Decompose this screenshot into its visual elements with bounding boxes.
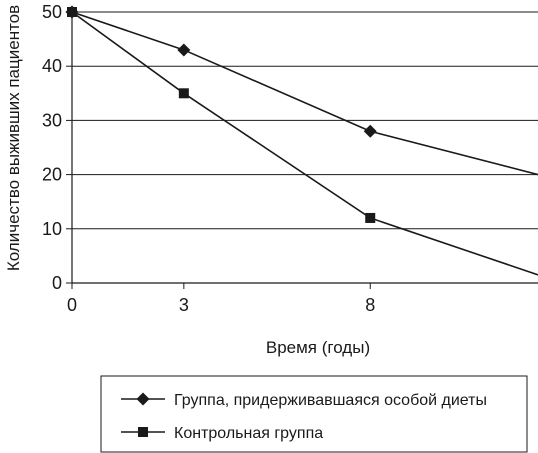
tick-labels: 0 10 20 30 40 50 0 3 8 bbox=[42, 2, 375, 315]
y-tick-label-50: 50 bbox=[42, 2, 62, 22]
y-tick-label-40: 40 bbox=[42, 56, 62, 76]
series-lines bbox=[71, 11, 538, 276]
gridlines bbox=[72, 11, 538, 230]
y-tick-label-10: 10 bbox=[42, 219, 62, 239]
series-0-point-2 bbox=[363, 124, 377, 138]
legend-label-1: Контрольная группа bbox=[174, 425, 323, 442]
y-tick-label-0: 0 bbox=[52, 273, 62, 293]
x-tick-label-3: 3 bbox=[179, 295, 189, 315]
series-0-point-1 bbox=[177, 43, 191, 57]
x-axis-label: Время (годы) bbox=[266, 338, 370, 357]
y-axis-label: Количество выживших пациентов bbox=[4, 5, 23, 271]
legend: Группа, придерживавшаяся особой диеты Кон… bbox=[100, 375, 528, 453]
x-tick-label-8: 8 bbox=[365, 295, 375, 315]
legend-marker-1 bbox=[138, 427, 148, 437]
axes bbox=[66, 11, 538, 289]
series-1-point-1 bbox=[178, 88, 189, 99]
y-tick-label-20: 20 bbox=[42, 165, 62, 185]
legend-marker-0 bbox=[136, 392, 150, 406]
legend-box bbox=[100, 375, 528, 453]
x-tick-label-0: 0 bbox=[67, 295, 77, 315]
series-line-0 bbox=[71, 11, 538, 176]
series-markers bbox=[65, 5, 377, 223]
series-1-point-2 bbox=[365, 212, 376, 223]
series-line-1 bbox=[71, 11, 538, 276]
series-1-point-0 bbox=[67, 7, 77, 17]
y-tick-label-30: 30 bbox=[42, 110, 62, 130]
legend-label-0: Группа, придерживавшаяся особой диеты bbox=[174, 392, 487, 409]
